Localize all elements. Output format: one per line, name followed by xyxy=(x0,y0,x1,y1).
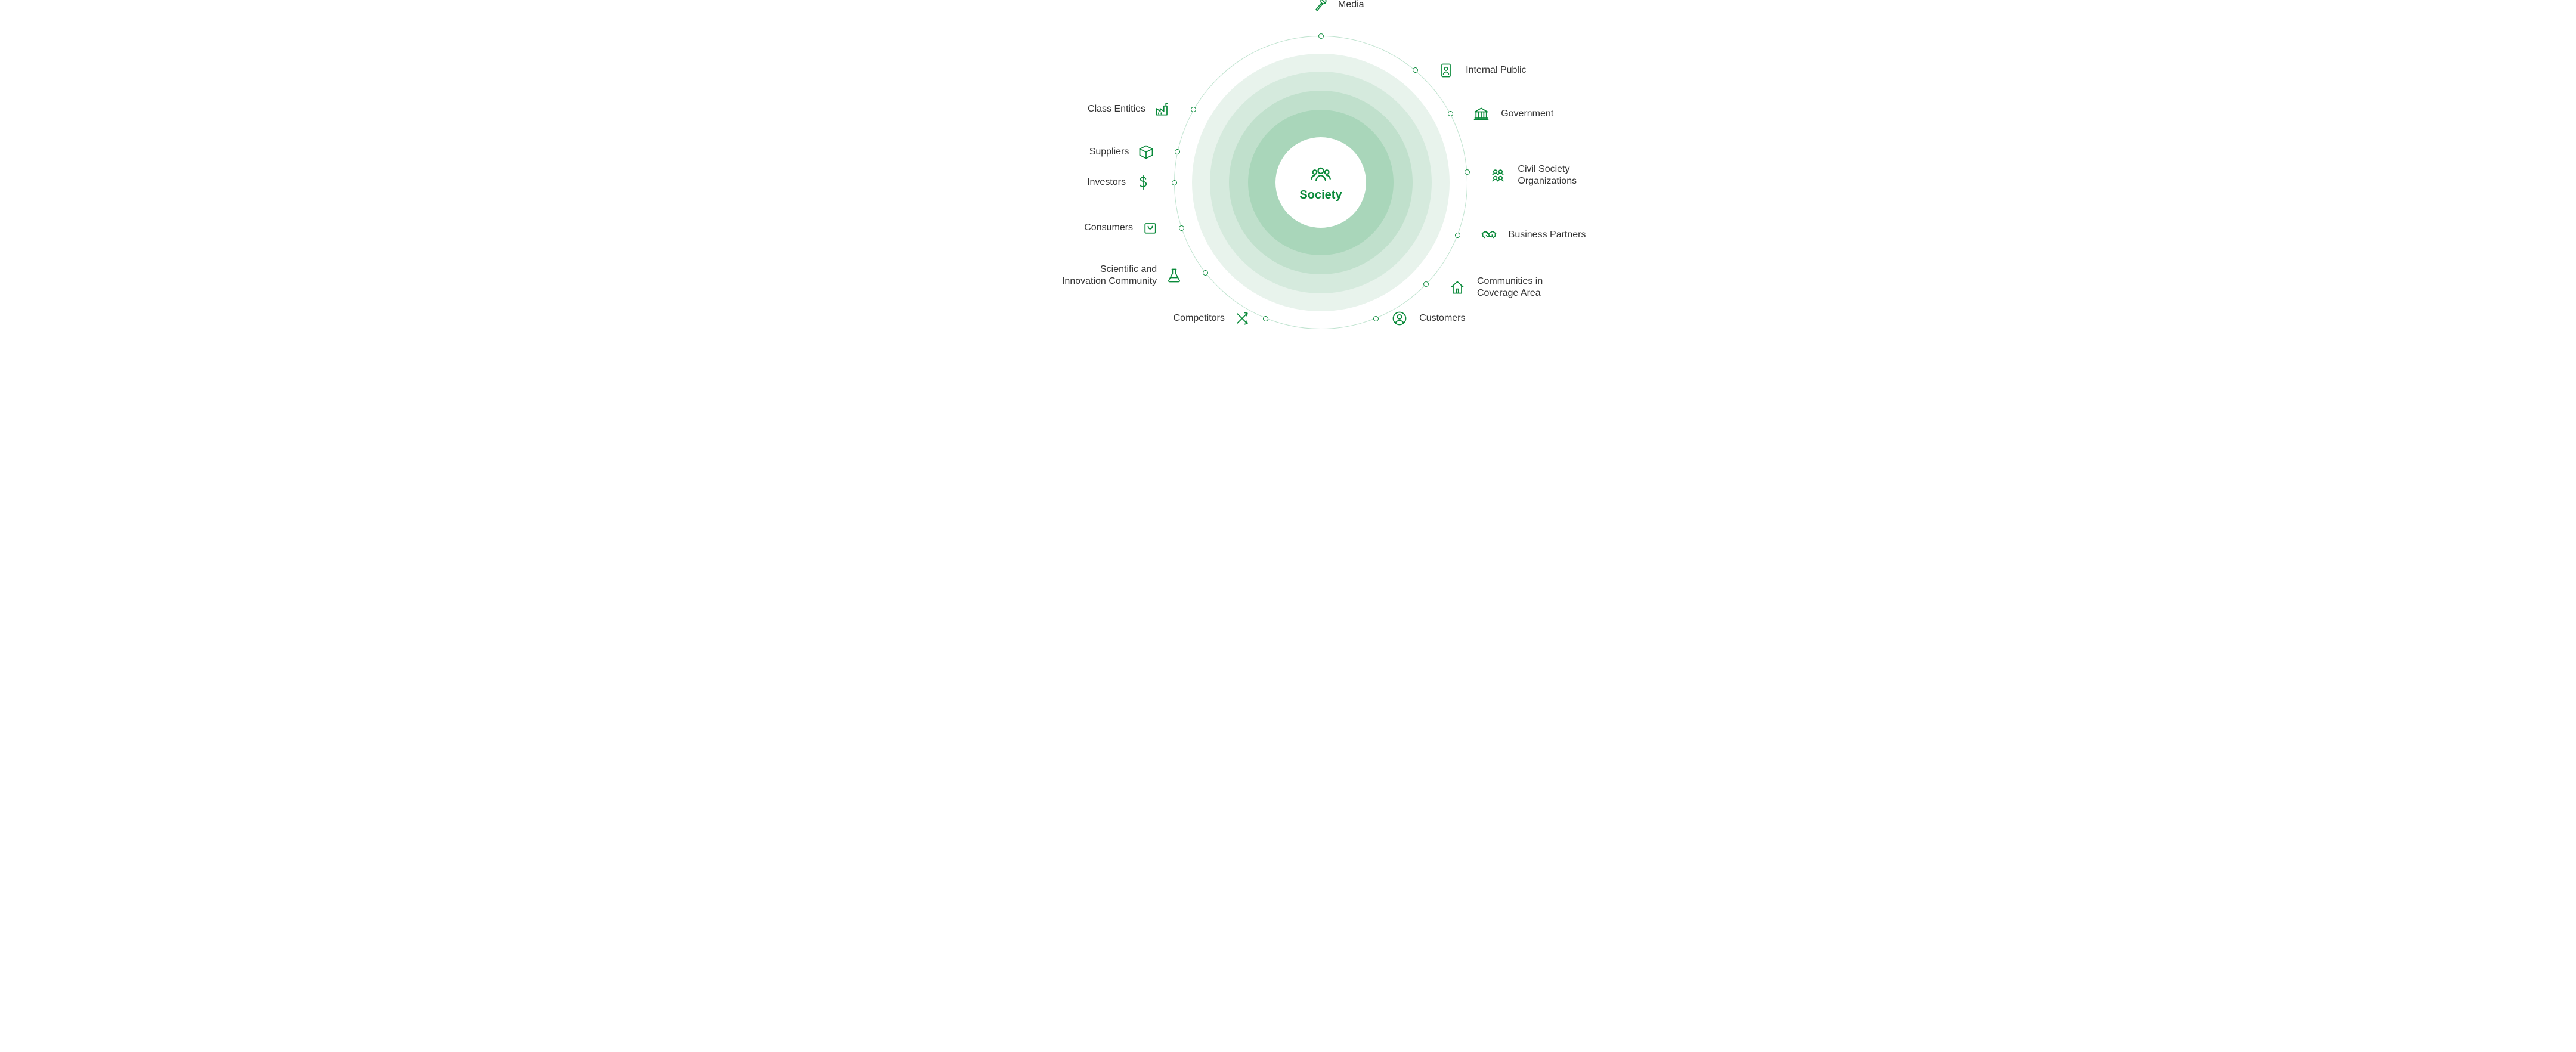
node-internal-public: Internal Public xyxy=(1437,61,1526,79)
dollar-icon xyxy=(1134,174,1152,191)
center-core: Society xyxy=(1275,137,1366,228)
node-dot-investors xyxy=(1172,180,1177,185)
node-label-internal-public: Internal Public xyxy=(1466,64,1526,76)
node-dot-business-partners xyxy=(1455,233,1460,238)
node-label-communities: Communities in Coverage Area xyxy=(1477,276,1543,299)
node-dot-customers xyxy=(1373,316,1379,321)
node-scientific: Scientific and Innovation Community xyxy=(1062,264,1183,287)
node-investors: Investors xyxy=(1087,174,1152,191)
node-consumers: Consumers xyxy=(1084,219,1159,237)
node-label-business-partners: Business Partners xyxy=(1509,229,1586,241)
node-label-government: Government xyxy=(1501,108,1553,120)
node-business-partners: Business Partners xyxy=(1480,226,1586,244)
node-competitors: Competitors xyxy=(1174,310,1251,327)
package-icon xyxy=(1137,143,1155,161)
home-icon xyxy=(1448,279,1466,296)
node-communities: Communities in Coverage Area xyxy=(1448,276,1543,299)
badge-icon xyxy=(1437,61,1455,79)
avatar-icon xyxy=(1391,310,1408,327)
node-dot-government xyxy=(1448,111,1453,116)
node-customers: Customers xyxy=(1391,310,1465,327)
bag-icon xyxy=(1141,219,1159,237)
node-dot-communities xyxy=(1423,281,1429,287)
node-label-media: Media xyxy=(1338,0,1364,11)
node-label-suppliers: Suppliers xyxy=(1089,146,1129,158)
node-class-entities: Class Entities xyxy=(1088,100,1172,118)
node-label-customers: Customers xyxy=(1419,312,1465,324)
handshake-icon xyxy=(1480,226,1498,244)
node-label-consumers: Consumers xyxy=(1084,222,1133,234)
node-dot-internal-public xyxy=(1413,67,1418,73)
factory-icon xyxy=(1154,100,1172,118)
flask-icon xyxy=(1165,267,1183,284)
group-icon xyxy=(1489,166,1507,184)
node-label-competitors: Competitors xyxy=(1174,312,1225,324)
node-media: Media xyxy=(1312,0,1364,14)
microphone-icon xyxy=(1312,0,1330,14)
node-civil-society: Civil Society Organizations xyxy=(1489,163,1577,187)
people-icon xyxy=(1310,163,1332,185)
node-dot-scientific xyxy=(1203,270,1208,276)
center-label: Society xyxy=(1299,188,1342,202)
node-dot-civil-society xyxy=(1465,169,1470,175)
stakeholder-diagram: Society Media Class Entities Suppliers I… xyxy=(859,0,1717,351)
node-label-scientific: Scientific and Innovation Community xyxy=(1062,264,1157,287)
node-dot-consumers xyxy=(1179,225,1184,231)
node-government: Government xyxy=(1472,105,1553,123)
node-dot-media xyxy=(1318,33,1324,39)
node-dot-competitors xyxy=(1263,316,1268,321)
node-label-civil-society: Civil Society Organizations xyxy=(1518,163,1577,187)
node-label-class-entities: Class Entities xyxy=(1088,103,1145,115)
node-label-investors: Investors xyxy=(1087,177,1126,188)
node-suppliers: Suppliers xyxy=(1089,143,1156,161)
node-dot-class-entities xyxy=(1191,107,1196,112)
shuffle-icon xyxy=(1233,310,1251,327)
institution-icon xyxy=(1472,105,1490,123)
